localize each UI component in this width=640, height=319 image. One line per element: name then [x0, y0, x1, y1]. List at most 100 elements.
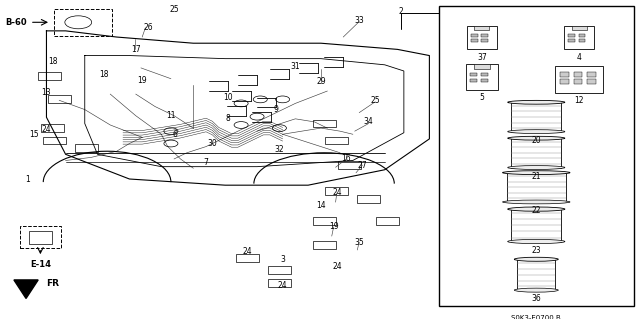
Bar [312, 217, 335, 225]
Text: 37: 37 [477, 53, 486, 62]
Text: 23: 23 [531, 246, 541, 255]
Text: 3: 3 [280, 255, 285, 264]
Bar [511, 209, 561, 241]
Circle shape [276, 96, 290, 103]
Text: 25: 25 [371, 96, 380, 105]
Bar [312, 241, 335, 249]
Ellipse shape [508, 130, 565, 134]
Text: 26: 26 [144, 23, 154, 32]
Circle shape [234, 100, 248, 107]
Circle shape [273, 125, 287, 131]
Bar [572, 26, 587, 30]
Text: FR: FR [47, 279, 60, 288]
Circle shape [234, 122, 248, 128]
Circle shape [253, 96, 268, 103]
Bar [325, 137, 348, 144]
Bar [48, 95, 70, 103]
Bar [481, 34, 488, 37]
Bar [42, 124, 65, 132]
Circle shape [250, 113, 264, 120]
Bar [555, 66, 603, 93]
Text: 24: 24 [243, 247, 252, 256]
Text: 6: 6 [173, 130, 178, 139]
Text: 5: 5 [479, 93, 484, 102]
Bar [29, 231, 52, 244]
Ellipse shape [508, 100, 565, 104]
Text: 18: 18 [48, 57, 58, 66]
Text: 27: 27 [358, 161, 367, 170]
Bar [474, 64, 490, 69]
Ellipse shape [515, 288, 558, 292]
Bar [43, 137, 66, 144]
Text: 22: 22 [532, 206, 541, 215]
Text: 1: 1 [25, 174, 29, 183]
Circle shape [65, 16, 92, 29]
Bar [588, 79, 596, 84]
Text: 25: 25 [170, 5, 179, 14]
Bar [474, 26, 490, 30]
Bar [236, 254, 259, 262]
Bar [268, 279, 291, 287]
Bar [470, 78, 477, 82]
Bar [471, 39, 477, 42]
Ellipse shape [502, 200, 570, 204]
Text: 21: 21 [532, 172, 541, 181]
Text: B-60: B-60 [6, 18, 28, 27]
Text: 2: 2 [398, 7, 403, 16]
Bar [579, 34, 586, 37]
Text: 11: 11 [166, 111, 175, 120]
Bar [20, 226, 61, 249]
Bar [511, 138, 561, 167]
Bar [568, 39, 575, 42]
Bar [38, 72, 61, 79]
Text: 16: 16 [342, 154, 351, 163]
Text: 17: 17 [131, 45, 141, 54]
Bar [511, 102, 561, 132]
Text: 13: 13 [42, 88, 51, 97]
Bar [466, 64, 498, 90]
Bar [481, 78, 488, 82]
Ellipse shape [508, 240, 565, 244]
Text: 12: 12 [574, 96, 584, 105]
Bar [312, 120, 335, 127]
Text: 20: 20 [531, 136, 541, 145]
Text: 29: 29 [316, 77, 326, 86]
Text: 4: 4 [577, 53, 582, 62]
Bar [574, 72, 582, 77]
Bar [561, 79, 569, 84]
Ellipse shape [502, 171, 570, 174]
Bar [574, 79, 582, 84]
Bar [507, 173, 566, 202]
Text: 33: 33 [355, 16, 364, 25]
Text: 24: 24 [332, 263, 342, 271]
Text: 30: 30 [207, 139, 217, 148]
Text: 19: 19 [329, 222, 339, 231]
Ellipse shape [508, 136, 565, 140]
Bar [74, 144, 97, 152]
Text: 34: 34 [364, 117, 374, 126]
Text: 24: 24 [332, 189, 342, 197]
Bar [54, 9, 111, 36]
Text: E-14: E-14 [30, 260, 51, 269]
Ellipse shape [508, 166, 565, 169]
Text: 24: 24 [42, 125, 51, 134]
Circle shape [164, 128, 178, 135]
Bar [481, 73, 488, 76]
Bar [471, 34, 477, 37]
Bar [467, 26, 497, 49]
Text: 36: 36 [531, 294, 541, 303]
Bar [568, 34, 575, 37]
Text: 32: 32 [275, 145, 284, 154]
Bar [439, 6, 634, 306]
Text: 8: 8 [226, 114, 231, 123]
Bar [325, 188, 348, 195]
Circle shape [164, 140, 178, 147]
Text: 35: 35 [355, 238, 364, 247]
Bar [376, 217, 399, 225]
Bar [268, 266, 291, 274]
Polygon shape [14, 280, 38, 299]
Text: 15: 15 [29, 130, 38, 139]
Bar [517, 259, 556, 290]
Bar [561, 72, 569, 77]
Text: 31: 31 [291, 62, 300, 71]
